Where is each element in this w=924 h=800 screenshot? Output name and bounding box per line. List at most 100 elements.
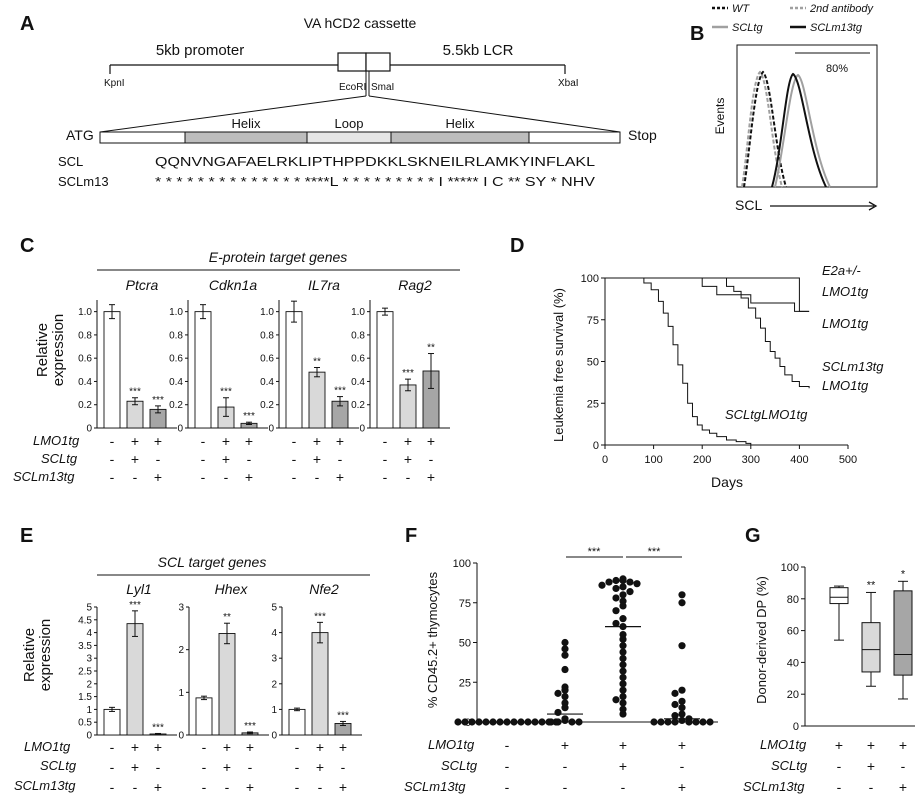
f-point — [619, 654, 627, 663]
c-sign: - — [201, 451, 206, 467]
f-point — [482, 718, 490, 726]
e-sign: - — [318, 779, 323, 795]
panel-e: SCL target genes Relative expression LMO… — [14, 554, 370, 795]
c-ytick-label: 0.8 — [260, 330, 274, 341]
f-sign: + — [619, 737, 627, 753]
loop-label: Loop — [335, 116, 364, 131]
c-sign: - — [383, 469, 388, 485]
c-bar — [103, 311, 121, 429]
f-point — [626, 578, 634, 586]
f-point — [671, 718, 679, 726]
f-point — [671, 712, 679, 720]
f-sign: + — [678, 737, 686, 753]
f-point — [626, 588, 634, 596]
c-sign: - — [110, 433, 115, 449]
e-ylabel-2: expression — [37, 619, 54, 692]
c-sign: + — [404, 451, 412, 467]
f-point — [671, 700, 679, 709]
f-point — [671, 689, 679, 697]
panel-label-g: G — [745, 525, 761, 547]
helix-region-2 — [390, 131, 530, 144]
seq-scl: QQNVNGAFAELRKLIPTHPPDKKLSKNEILRLAMKYINFL… — [155, 154, 595, 169]
c-row-lmo1: LMO1tg — [33, 433, 80, 448]
f-point — [619, 686, 627, 694]
f-point — [619, 667, 627, 675]
c-row-scl: SCLtg — [41, 451, 78, 466]
f-point — [612, 696, 620, 704]
c-ytick-label: 1.0 — [260, 307, 274, 318]
panel-label-e: E — [20, 525, 33, 547]
c-bar — [376, 311, 394, 429]
g-sign: + — [867, 737, 875, 753]
d-series-line-2 — [605, 277, 810, 389]
e-sign: + — [223, 739, 231, 755]
f-point — [657, 718, 665, 726]
f-sign: - — [505, 779, 510, 795]
e-gene-label: Hhex — [215, 581, 249, 597]
d-xtick-label: 0 — [602, 454, 608, 466]
c-sign: - — [338, 451, 343, 467]
f-row-scl: SCLtg — [441, 758, 478, 773]
f-point — [468, 718, 476, 726]
panel-c: E-protein target genes Relative expressi… — [13, 249, 460, 485]
seq-m13: * * * * * * * * * * * * * * ****L * * * … — [155, 174, 595, 189]
c-ytick-label: 0.8 — [169, 330, 183, 341]
hist-wt — [743, 70, 787, 188]
e-sign: - — [341, 759, 346, 775]
kpni-label: KpnI — [104, 78, 125, 89]
f-sign: - — [563, 779, 568, 795]
g-sign: + — [899, 737, 907, 753]
f-point — [561, 638, 569, 647]
c-sig-label: ** — [313, 356, 321, 367]
c-ytick-label: 0.4 — [260, 377, 274, 388]
e-sign: - — [110, 759, 115, 775]
c-sign: - — [292, 451, 297, 467]
f-sign: - — [621, 779, 626, 795]
f-point — [598, 581, 606, 589]
smai-label: SmaI — [371, 82, 394, 93]
g-sign: - — [837, 758, 842, 774]
f-point — [633, 580, 641, 588]
f-point — [561, 651, 569, 659]
promoter-label: 5kb promoter — [156, 42, 244, 59]
f-point — [612, 594, 620, 602]
c-sig-label: *** — [220, 387, 232, 398]
cassette-title: VA hCD2 cassette — [304, 15, 417, 31]
e-ytick-label: 1 — [86, 705, 92, 716]
e-bar — [103, 708, 121, 736]
c-sign: - — [429, 451, 434, 467]
panel-label-d: D — [510, 235, 524, 257]
f-point — [561, 704, 569, 712]
e-sign: + — [154, 779, 162, 795]
d-ylabel: Leukemia free survival (%) — [551, 288, 566, 442]
d-ytick-label: 75 — [587, 315, 599, 327]
panel-d: Leukemia free survival (%) Days E2a+/- L… — [551, 263, 884, 490]
e-ytick-label: 0 — [271, 731, 277, 742]
d-lab-m13-1: SCLm13tg — [822, 359, 884, 374]
panel-a: VA hCD2 cassette 5kb promoter 5.5kb LCR … — [58, 15, 657, 189]
f-point — [531, 718, 539, 726]
seq-label-scl: SCL — [58, 154, 83, 169]
c-ytick-label: 0.2 — [351, 400, 365, 411]
e-sign: + — [339, 739, 347, 755]
f-point — [538, 718, 546, 726]
f-point — [619, 591, 627, 599]
c-ytick-label: 0.6 — [260, 354, 274, 365]
f-sign: - — [505, 758, 510, 774]
c-ytick-label: 0.6 — [78, 354, 92, 365]
c-bar — [399, 384, 417, 429]
e-ylabel-1: Relative — [21, 628, 38, 682]
c-sign: - — [110, 469, 115, 485]
c-ytick-label: 0 — [268, 424, 274, 435]
c-gene-label: IL7ra — [308, 277, 340, 293]
hist-xlabel: SCL — [735, 197, 762, 213]
c-header: E-protein target genes — [209, 249, 348, 265]
e-sign: + — [339, 779, 347, 795]
g-row-scl: SCLtg — [771, 758, 808, 773]
c-sign: - — [292, 469, 297, 485]
panel-label-b: B — [690, 23, 704, 45]
f-ytick-label: 100 — [453, 558, 471, 570]
e-row-m13: SCLm13tg — [14, 778, 76, 793]
c-ytick-label: 0.2 — [78, 400, 92, 411]
loop-region — [306, 131, 392, 144]
